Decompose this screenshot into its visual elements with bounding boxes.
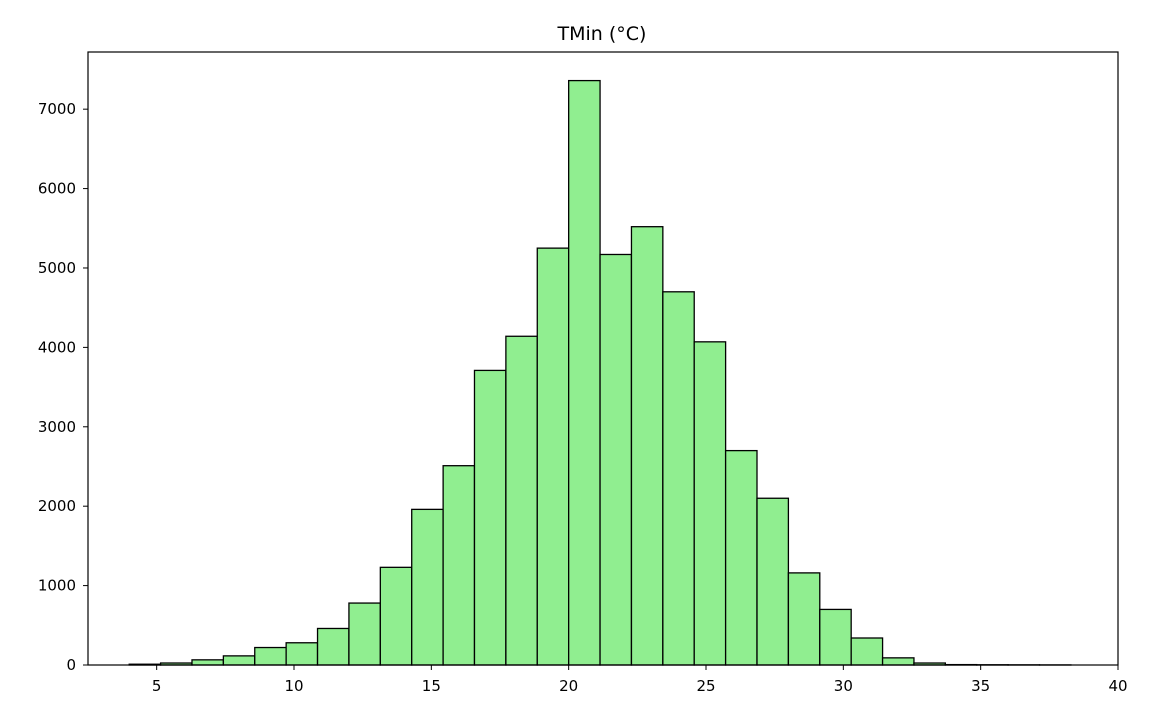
x-tick-label: 20 <box>559 677 578 695</box>
histogram-bar <box>881 657 915 666</box>
x-tick-label: 30 <box>834 677 853 695</box>
histogram-bar <box>254 646 287 666</box>
bars-group <box>128 79 1072 666</box>
histogram-bar <box>536 247 570 666</box>
histogram-bar <box>411 508 444 666</box>
x-axis: 5 10 15 20 25 30 35 40 <box>152 665 1128 695</box>
histogram-bar <box>850 637 884 666</box>
histogram-bar <box>348 602 381 666</box>
histogram-bar <box>819 608 852 666</box>
chart-title: TMin (°C) <box>557 23 647 45</box>
histogram-bar <box>505 335 538 666</box>
y-tick-label: 0 <box>66 656 76 674</box>
histogram-bar <box>787 572 821 666</box>
histogram-bar <box>568 79 601 666</box>
histogram-bar <box>724 449 758 666</box>
histogram-bar <box>222 655 256 666</box>
x-tick-label: 10 <box>284 677 303 695</box>
y-tick-label: 5000 <box>38 259 76 277</box>
x-tick-label: 25 <box>696 677 715 695</box>
x-tick-label: 35 <box>971 677 990 695</box>
histogram-bar <box>756 497 790 666</box>
histogram-bar <box>473 369 507 666</box>
histogram-bar <box>316 627 350 666</box>
y-tick-label: 2000 <box>38 497 76 515</box>
y-axis: 0 1000 2000 3000 4000 5000 6000 7000 <box>38 100 88 674</box>
histogram-bar <box>693 341 727 666</box>
y-tick-label: 1000 <box>38 577 76 595</box>
histogram-bar <box>662 291 695 666</box>
x-tick-label: 15 <box>422 677 441 695</box>
plot-frame <box>87 51 1119 666</box>
x-tick-label: 40 <box>1108 677 1127 695</box>
x-tick-label: 5 <box>152 677 162 695</box>
histogram-bar <box>379 566 413 666</box>
y-tick-label: 3000 <box>38 418 76 436</box>
histogram-bar <box>285 642 319 666</box>
histogram-bar <box>191 659 225 666</box>
histogram-bar <box>442 465 476 666</box>
histogram-bar <box>599 253 633 666</box>
y-tick-label: 6000 <box>38 180 76 198</box>
histogram-bar <box>630 226 664 666</box>
y-tick-label: 7000 <box>38 100 76 118</box>
y-tick-label: 4000 <box>38 338 76 356</box>
